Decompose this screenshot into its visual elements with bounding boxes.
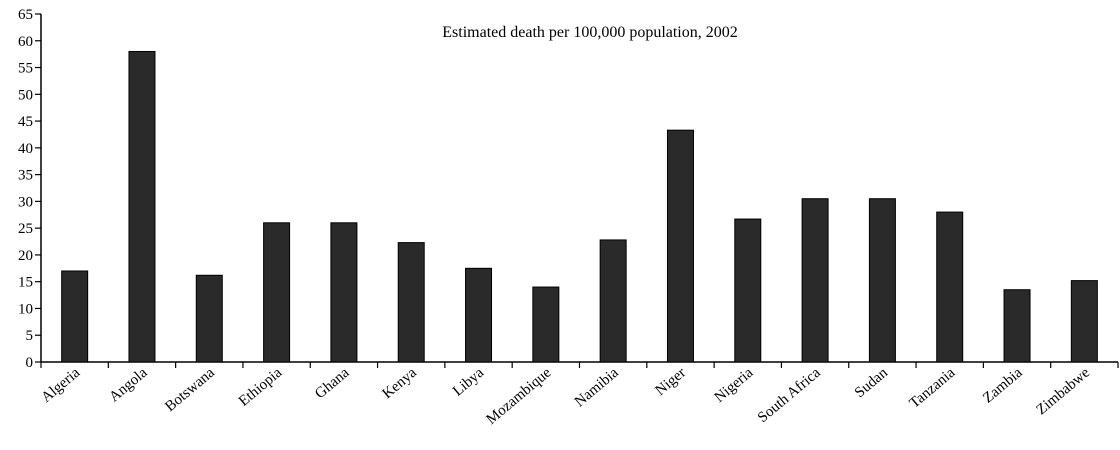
bar (263, 222, 291, 363)
chart-title: Estimated death per 100,000 population, … (442, 24, 738, 41)
bar (61, 270, 89, 363)
bar (936, 211, 964, 363)
x-tick-label: Sudan (852, 364, 891, 401)
x-tick-label: Libya (450, 365, 487, 400)
x-tick-label: Ghana (312, 365, 353, 403)
x-tick-label: Mozambique (483, 365, 554, 428)
x-tick-label: Namibia (572, 365, 622, 411)
y-tick-label: 5 (26, 328, 34, 344)
x-tick-label: Tanzania (907, 365, 959, 412)
x-axis: Algeria Angola Botswana Ethiopia Ghana Kenya L… (38, 361, 1119, 428)
x-tick-label: Kenya (380, 365, 421, 403)
bar (532, 286, 560, 363)
bar (1003, 289, 1031, 363)
bar (1070, 280, 1098, 363)
y-tick-label: 55 (18, 61, 33, 77)
x-tick-label: Botswana (162, 365, 218, 416)
x-tick-label: Algeria (38, 365, 83, 406)
y-tick-label: 35 (18, 168, 33, 184)
x-tick-label: Angola (106, 365, 150, 406)
x-tick-label: Nigeria (712, 365, 757, 406)
bar (599, 239, 627, 363)
bar (330, 222, 358, 363)
y-tick-label: 45 (18, 114, 33, 130)
y-tick-label: 60 (18, 34, 33, 50)
x-tick-label: South Africa (755, 365, 824, 426)
bar (128, 50, 156, 363)
bars (61, 50, 1098, 363)
x-tick-label: Niger (653, 365, 689, 399)
y-tick-label: 40 (18, 141, 33, 157)
y-tick-label: 50 (18, 87, 33, 103)
y-tick-label: 30 (18, 194, 33, 210)
bar (465, 267, 493, 363)
x-tick-label: Zimbabwe (1033, 365, 1093, 419)
bar (666, 129, 694, 363)
y-tick-label: 0 (26, 355, 34, 371)
y-tick-label: 20 (18, 248, 33, 264)
bar (397, 242, 425, 363)
bar (801, 198, 829, 363)
y-tick-label: 65 (18, 7, 33, 23)
x-tick-label: Ethiopia (236, 365, 285, 410)
bar (868, 198, 896, 363)
bar (734, 218, 762, 363)
y-axis: 0 5 10 15 20 25 30 35 40 45 50 55 60 65 (18, 7, 42, 371)
y-tick-label: 10 (18, 301, 33, 317)
y-tick-label: 15 (18, 275, 33, 291)
x-tick-label: Zambia (980, 365, 1026, 407)
bar (195, 274, 223, 363)
y-tick-label: 25 (18, 221, 33, 237)
